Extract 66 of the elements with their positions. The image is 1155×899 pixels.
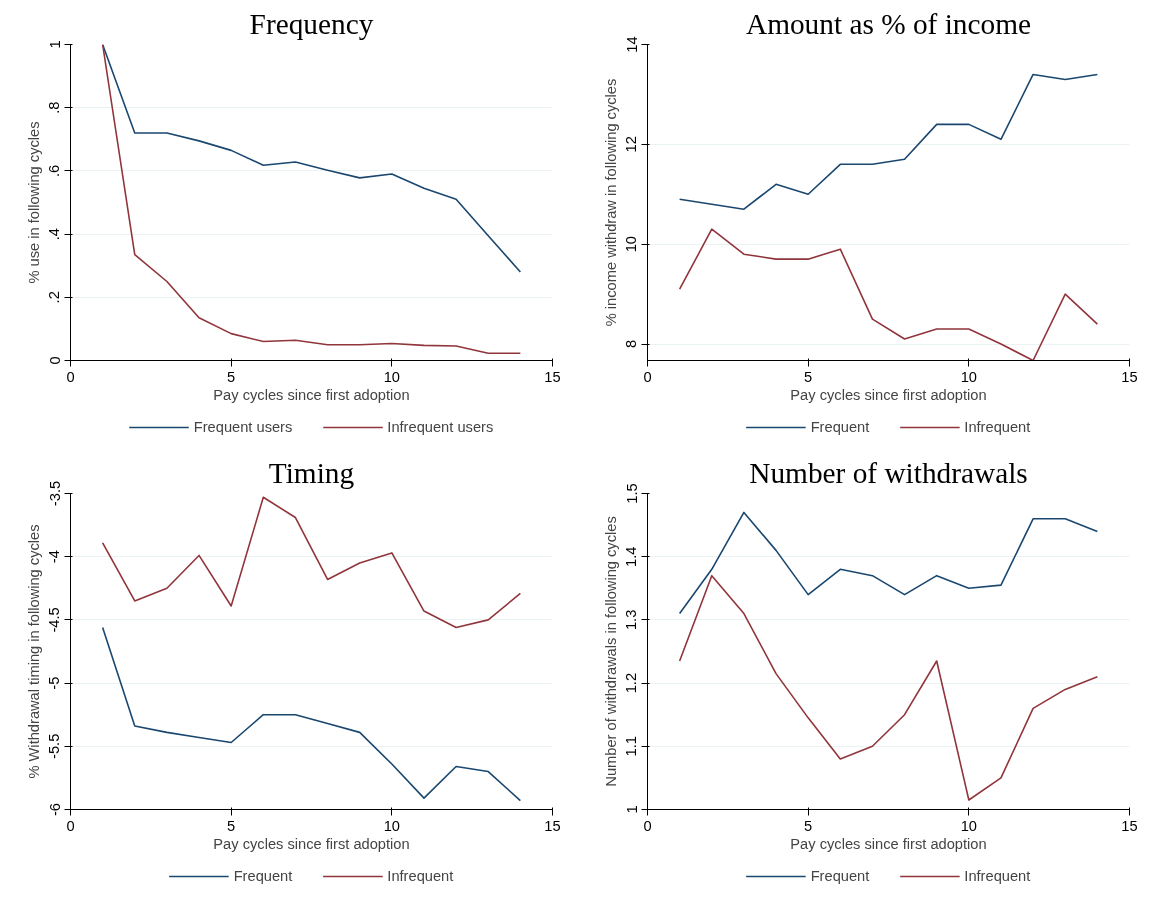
y-axis-title: % use in following cycles: [25, 121, 42, 284]
y-tick-label: 14: [623, 36, 640, 53]
line-series: [678, 511, 1099, 615]
y-tick-label: -5: [46, 676, 63, 690]
legend-label: Frequent: [233, 868, 293, 884]
legend-label: Infrequent: [964, 419, 1031, 435]
x-axis-title: Pay cycles since first adoption: [213, 835, 410, 852]
x-axis-title: Pay cycles since first adoption: [790, 386, 987, 403]
x-tick-label: 15: [544, 817, 561, 834]
y-tick-label: 1.2: [623, 672, 640, 694]
y-tick-label: .4: [46, 227, 63, 241]
line-series: [678, 73, 1099, 211]
line-series: [101, 626, 522, 802]
x-tick-label: 0: [66, 368, 75, 385]
y-tick-label: 1: [46, 40, 63, 49]
line-series: [678, 228, 1099, 361]
line-series: [101, 44, 522, 355]
x-tick-label: 10: [960, 368, 977, 385]
y-tick-label: 10: [623, 236, 640, 253]
x-tick-label: 0: [66, 817, 75, 834]
y-tick-label: 8: [623, 339, 640, 349]
y-tick-label: 0: [46, 356, 63, 365]
x-tick-label: 15: [544, 368, 561, 385]
y-axis-title: % income withdraw in following cycles: [602, 78, 619, 327]
x-tick-label: 5: [227, 368, 236, 385]
x-tick-label: 5: [227, 817, 236, 834]
x-tick-label: 15: [1121, 368, 1138, 385]
y-tick-label: -4.5: [46, 607, 63, 633]
x-axis-title: Pay cycles since first adoption: [213, 386, 410, 403]
legend-label: Frequent users: [193, 419, 293, 435]
x-axis-title: Pay cycles since first adoption: [790, 835, 987, 852]
y-tick-label: 1.1: [623, 736, 640, 757]
legend-label: Infrequent users: [387, 419, 494, 435]
y-tick-label: .6: [46, 164, 63, 178]
y-tick-label: 1.5: [623, 483, 640, 504]
chart-title: Amount as % of income: [745, 7, 1032, 40]
x-tick-label: 15: [1121, 817, 1138, 834]
x-tick-label: 5: [804, 817, 813, 834]
chart-title: Timing: [268, 456, 355, 489]
x-tick-label: 5: [804, 368, 813, 385]
y-tick-label: .2: [46, 291, 63, 304]
legend-label: Infrequent: [387, 868, 454, 884]
x-tick-label: 0: [643, 817, 652, 834]
y-axis-title: Number of withdrawals in following cycles: [602, 516, 619, 787]
x-tick-label: 10: [960, 817, 977, 834]
y-tick-label: -6: [46, 802, 63, 817]
y-tick-label: .8: [46, 101, 63, 114]
y-tick-label: 1: [623, 805, 640, 814]
x-tick-label: 10: [383, 368, 400, 385]
y-tick-label: 1.4: [623, 546, 640, 567]
chart-title: Number of withdrawals: [749, 456, 1028, 489]
y-tick-label: -5.5: [46, 733, 63, 759]
line-series: [101, 44, 522, 273]
y-tick-label: 12: [623, 136, 640, 153]
line-series: [678, 574, 1099, 801]
y-tick-label: -3.5: [46, 480, 63, 507]
chart-title: Frequency: [249, 7, 374, 40]
x-tick-label: 0: [643, 368, 652, 385]
legend-label: Frequent: [810, 419, 870, 435]
x-tick-label: 10: [383, 817, 400, 834]
y-tick-label: -4: [46, 550, 63, 564]
line-series: [101, 496, 522, 629]
legend-label: Infrequent: [964, 868, 1031, 884]
legend-label: Frequent: [810, 868, 870, 884]
y-tick-label: 1.3: [623, 609, 640, 631]
y-axis-title: % Withdrawal timing in following cycles: [25, 524, 42, 779]
